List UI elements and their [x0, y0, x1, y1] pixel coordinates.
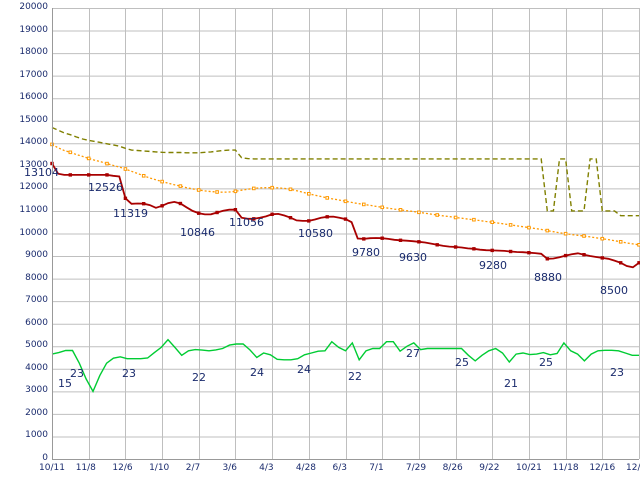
x-axis-tick-label: 3/6 — [222, 463, 237, 473]
volume-value-label: 23 — [70, 367, 84, 380]
x-axis-tick-label: 4/28 — [295, 463, 317, 473]
price-value-label: 13104 — [24, 166, 59, 179]
y-axis-tick-label: 1000 — [25, 430, 48, 441]
price-value-label: 11056 — [229, 216, 264, 229]
x-axis-tick-label: 11/8 — [75, 463, 96, 473]
volume-value-label: 22 — [348, 370, 362, 383]
y-axis-tick-label: 12000 — [19, 182, 48, 193]
series-layer — [50, 126, 640, 393]
volume-value-label: 22 — [192, 371, 206, 384]
y-axis-tick-label: 0 — [42, 453, 48, 463]
volume-value-label: 21 — [504, 377, 518, 390]
y-axis-tick-label: 6000 — [25, 317, 48, 328]
y-axis-tick-label: 8000 — [25, 272, 48, 283]
x-axis-tick-label: 12/22 — [626, 463, 640, 473]
volume-value-label: 27 — [406, 347, 420, 360]
volume-value-label: 23 — [122, 367, 136, 380]
volume-value-label: 25 — [539, 356, 553, 369]
y-axis-tick-label: 5000 — [25, 340, 48, 351]
y-axis-tick-label: 4000 — [25, 362, 48, 373]
price-value-label: 12526 — [88, 181, 123, 194]
y-axis-tick-label: 10000 — [19, 227, 48, 238]
price-value-label: 8500 — [600, 284, 628, 297]
x-axis-tick-label: 8/26 — [442, 463, 463, 473]
volume-value-label: 15 — [58, 377, 72, 390]
price-value-label: 9630 — [399, 251, 427, 264]
y-axis-tick-label: 2000 — [25, 407, 48, 418]
y-axis-tick-label: 7000 — [25, 295, 48, 306]
price-value-label: 10580 — [298, 227, 333, 240]
x-axis-tick-label: 9/22 — [479, 463, 500, 473]
y-axis-tick-label: 14000 — [19, 137, 48, 148]
x-axis-tick-label: 12/16 — [589, 463, 616, 473]
y-axis-tick-label: 15000 — [19, 114, 48, 125]
price-value-label: 11319 — [113, 207, 148, 220]
x-axis-tick-label: 6/3 — [332, 463, 347, 473]
x-axis-tick-label: 11/18 — [552, 463, 579, 473]
price-value-label: 10846 — [180, 226, 215, 239]
x-axis-tick-label: 10/11 — [39, 463, 65, 473]
price-value-label: 9280 — [479, 259, 507, 272]
y-axis-tick-label: 17000 — [19, 69, 48, 80]
price-value-label: 9780 — [352, 246, 380, 259]
x-axis-tick-label: 7/1 — [369, 463, 384, 473]
x-axis-tick-label: 4/3 — [259, 463, 274, 473]
y-axis-tick-label: 9000 — [25, 250, 48, 261]
x-axis-tick-label: 10/21 — [515, 463, 542, 473]
axis-layer — [52, 8, 639, 460]
volume-value-label: 25 — [455, 356, 469, 369]
volume-value-label: 24 — [297, 363, 311, 376]
y-axis-tick-label: 16000 — [19, 92, 48, 103]
x-axis-tick-label: 7/29 — [405, 463, 427, 473]
x-axis-tick-label: 12/6 — [112, 463, 133, 473]
y-axis-tick-label: 19000 — [19, 24, 48, 35]
price-value-label: 8880 — [534, 271, 562, 284]
x-axis-tick-label: 1/10 — [149, 463, 170, 473]
y-axis-tick-label: 13000 — [19, 159, 48, 170]
x-axis-tick-label: 2/7 — [185, 463, 201, 473]
y-axis-tick-label: 11000 — [19, 204, 48, 215]
y-axis-tick-label: 18000 — [19, 47, 48, 58]
volume-value-label: 23 — [610, 366, 624, 379]
grid-layer — [52, 8, 640, 460]
y-axis-tick-label: 3000 — [25, 385, 48, 396]
volume-value-label: 24 — [250, 366, 264, 379]
y-axis-tick-label: 20000 — [19, 2, 48, 12]
